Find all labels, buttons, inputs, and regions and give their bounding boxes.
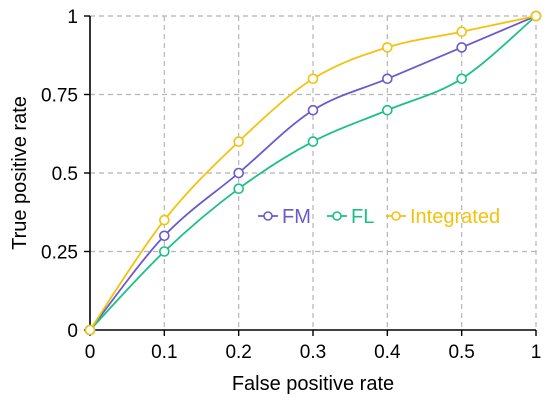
axes <box>84 15 537 336</box>
grid <box>90 15 537 330</box>
data-point-fl <box>382 104 393 116</box>
data-point-fm <box>307 104 319 116</box>
y-tick-label: 1 <box>67 7 78 28</box>
data-point-fl <box>307 136 319 147</box>
data-point-fl <box>233 183 244 194</box>
y-tick-label: 0.25 <box>41 243 78 264</box>
y-axis-label: True positive rate <box>9 96 31 250</box>
x-tick-label: 0.1 <box>151 342 177 363</box>
data-point-fm <box>233 167 244 179</box>
data-point-integrated <box>307 73 319 85</box>
tick-labels: 0 0.25 0.5 0.75 1 0 0.1 0.2 0.3 0.4 0.5 1 <box>41 7 541 363</box>
legend-marker-integrated <box>391 211 401 221</box>
data-point-integrated <box>233 136 244 147</box>
x-tick-label: 0 <box>85 342 96 363</box>
y-tick-label: 0.5 <box>52 164 78 185</box>
legend-label-fm: FM <box>282 206 311 228</box>
series-lines <box>84 10 542 336</box>
legend-marker-fm <box>263 211 273 221</box>
data-point-fm <box>382 73 393 85</box>
data-point-integrated <box>382 42 393 53</box>
x-axis-label: False positive rate <box>232 373 394 395</box>
x-tick-label: 1 <box>531 342 542 363</box>
legend: FM FL Integrated <box>258 206 500 228</box>
y-tick-label: 0 <box>67 321 78 342</box>
x-tick-label: 0.3 <box>300 342 326 363</box>
data-point-fl <box>456 73 467 85</box>
data-point-integrated <box>456 26 467 38</box>
x-tick-label: 0.2 <box>225 342 251 363</box>
y-tick-label: 0.75 <box>41 86 78 107</box>
legend-marker-fl <box>332 211 342 221</box>
data-point-fm <box>456 42 467 53</box>
legend-label-integrated: Integrated <box>410 206 500 228</box>
legend-label-fl: FL <box>351 206 374 228</box>
data-point-fl <box>159 246 170 257</box>
data-point-integrated <box>159 214 170 226</box>
data-point-fm <box>159 230 170 242</box>
x-tick-label: 0.4 <box>374 342 401 363</box>
data-point-integrated <box>84 324 96 336</box>
x-tick-label: 0.5 <box>448 342 474 363</box>
data-point-integrated <box>530 10 542 22</box>
